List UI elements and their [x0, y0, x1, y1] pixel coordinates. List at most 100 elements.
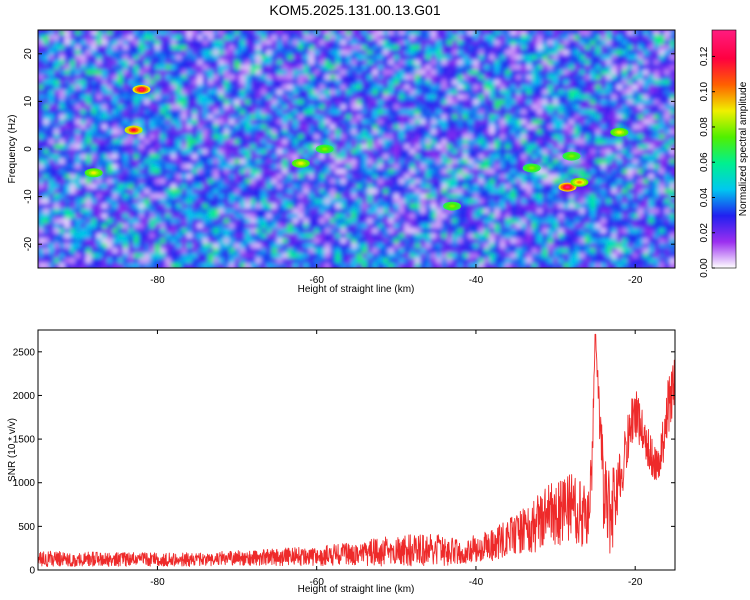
heatmap-cell	[96, 228, 103, 234]
heatmap-cell	[335, 178, 342, 185]
heatmap-cell	[467, 119, 474, 125]
heatmap-cell	[80, 49, 87, 56]
heatmap-cell	[271, 64, 278, 71]
heatmap-cell	[531, 30, 538, 36]
heatmap-cell	[383, 59, 389, 66]
heatmap-cell	[250, 149, 257, 155]
heatmap-cell	[425, 134, 432, 140]
heatmap-cell	[446, 183, 453, 190]
heatmap-cell	[515, 39, 522, 46]
heatmap-cell	[425, 203, 432, 210]
heatmap-cell	[659, 203, 665, 210]
heatmap-cell	[515, 198, 522, 205]
heatmap-cell	[160, 84, 166, 91]
heatmap-cell	[367, 109, 374, 115]
heatmap-cell	[43, 129, 50, 135]
heatmap-cell	[590, 69, 596, 76]
heatmap-cell	[107, 104, 113, 110]
heatmap-cell	[659, 64, 665, 71]
heatmap-cell	[579, 139, 586, 145]
heatmap-cell	[446, 84, 453, 91]
heatmap-cell	[547, 178, 554, 185]
heatmap-cell	[239, 233, 246, 239]
heatmap-cell	[361, 149, 368, 155]
heatmap-cell	[653, 173, 660, 180]
heatmap-cell	[393, 168, 400, 175]
heatmap-cell	[91, 163, 97, 170]
heatmap-cell	[398, 163, 405, 170]
heatmap-cell	[361, 139, 368, 145]
heatmap-cell	[521, 198, 527, 205]
heatmap-cell	[133, 178, 140, 185]
heatmap-cell	[181, 149, 188, 155]
heatmap-cell	[122, 139, 129, 145]
heatmap-cell	[515, 49, 522, 56]
heatmap-cell	[621, 124, 628, 130]
heatmap-cell	[621, 84, 628, 91]
heatmap-cell	[276, 208, 283, 215]
heatmap-cell	[467, 168, 474, 175]
heatmap-cell	[138, 213, 145, 220]
heatmap-cell	[122, 124, 129, 130]
heatmap-cell	[112, 188, 119, 195]
heatmap-cell	[446, 34, 453, 41]
heatmap-cell	[473, 198, 480, 205]
heatmap-cell	[574, 30, 581, 36]
heatmap-cell	[669, 99, 675, 105]
heatmap-cell	[117, 213, 124, 220]
heatmap-cell	[552, 188, 559, 195]
heatmap-cell	[499, 188, 506, 195]
heatmap-cell	[144, 119, 151, 125]
heatmap-cell	[605, 134, 612, 140]
heatmap-cell	[489, 149, 496, 155]
heatmap-cell	[112, 124, 119, 130]
heatmap-cell	[165, 213, 172, 220]
heatmap-cell	[234, 178, 241, 185]
heatmap-cell	[191, 104, 198, 110]
heatmap-cell	[430, 168, 437, 175]
heatmap-cell	[584, 99, 591, 105]
heatmap-cell	[112, 139, 119, 145]
heatmap-cell	[335, 114, 342, 120]
heatmap-cell	[154, 144, 161, 150]
heatmap-cell	[653, 134, 660, 140]
heatmap-cell	[611, 218, 618, 224]
heatmap-cell	[483, 208, 490, 215]
heatmap-cell	[457, 139, 464, 145]
heatmap-cell	[611, 188, 618, 195]
heatmap-cell	[611, 134, 618, 140]
heatmap-cell	[473, 129, 480, 135]
heatmap-cell	[107, 69, 113, 76]
heatmap-cell	[457, 84, 464, 91]
heatmap-cell	[287, 139, 294, 145]
heatmap-cell	[377, 149, 384, 155]
heatmap-cell	[245, 153, 251, 160]
heatmap-cell	[229, 153, 236, 160]
heatmap-cell	[356, 124, 363, 130]
heatmap-cell	[181, 54, 188, 61]
heatmap-cell	[170, 99, 177, 105]
heatmap-cell	[260, 119, 267, 125]
heatmap-cell	[659, 129, 665, 135]
heatmap-cell	[648, 228, 655, 234]
heatmap-cell	[245, 99, 251, 105]
heatmap-cell	[590, 49, 596, 56]
heatmap-cell	[38, 69, 44, 76]
heatmap-cell	[85, 228, 92, 234]
heatmap-cell	[298, 99, 305, 105]
heatmap-cell	[53, 158, 60, 165]
heatmap-cell	[558, 124, 565, 130]
heatmap-cell	[398, 149, 405, 155]
heatmap-cell	[643, 183, 650, 190]
heatmap-cell	[446, 218, 453, 224]
heatmap-cell	[388, 54, 395, 61]
heatmap-cell	[144, 218, 151, 224]
heatmap-cell	[653, 223, 660, 229]
heatmap-cell	[292, 173, 299, 180]
heatmap-cell	[536, 153, 543, 160]
heatmap-cell	[542, 213, 549, 220]
heatmap-cell	[85, 119, 92, 125]
heatmap-cell	[441, 109, 448, 115]
heatmap-cell	[372, 223, 379, 229]
heatmap-cell	[64, 228, 71, 234]
